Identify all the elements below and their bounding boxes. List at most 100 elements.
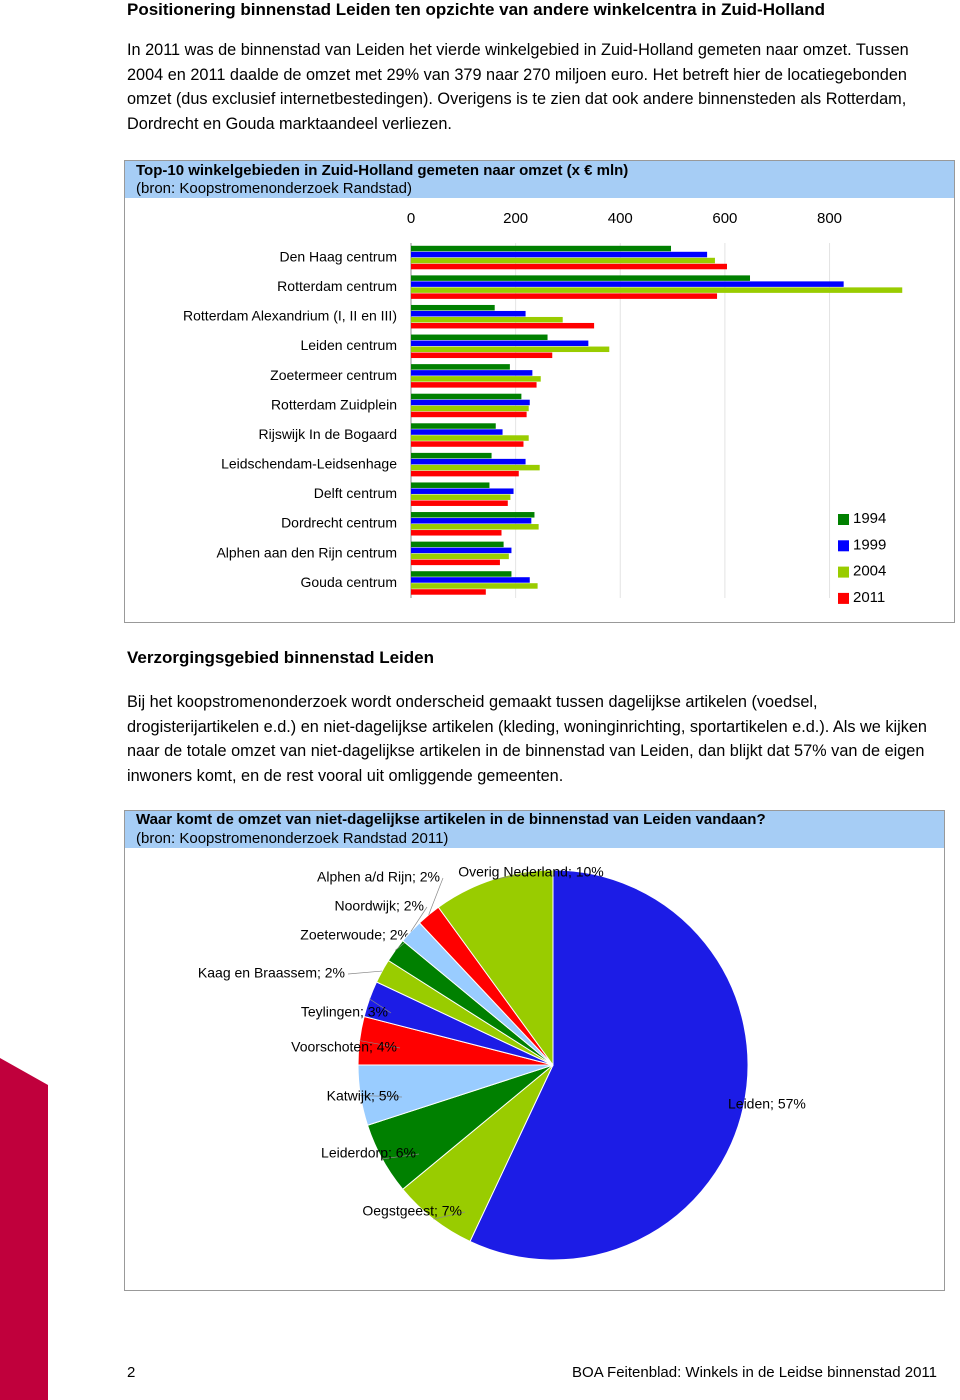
- bar: [411, 571, 512, 577]
- category-label: Rotterdam Zuidplein: [271, 396, 397, 412]
- x-tick-label: 0: [407, 210, 415, 227]
- bar: [411, 405, 529, 412]
- paragraph: Bij het koopstromenonderzoek wordt onder…: [127, 693, 927, 785]
- bar: [411, 316, 563, 323]
- x-tick-label: 400: [608, 210, 633, 227]
- bar: [411, 322, 595, 329]
- bar: [411, 458, 526, 465]
- bar: [411, 512, 535, 518]
- bar: [411, 435, 529, 441]
- bar: [411, 287, 903, 293]
- section-heading: Verzorgingsgebied binnenstad Leiden: [127, 648, 434, 667]
- page-title: Positionering binnenstad Leiden ten opzi…: [127, 0, 826, 19]
- bar: [411, 263, 727, 270]
- bar: [411, 547, 512, 554]
- x-tick-label: 800: [817, 210, 842, 227]
- leader-line: [359, 1040, 401, 1049]
- slice-label: Zoeterwoude; 2%: [300, 927, 410, 943]
- bar: [411, 304, 495, 311]
- bar: [411, 281, 844, 287]
- bar: [411, 441, 524, 447]
- bar: [411, 524, 539, 530]
- legend-swatch: [838, 514, 849, 525]
- bar: [411, 482, 490, 488]
- slice-label: Teylingen; 3%: [301, 1004, 388, 1020]
- x-tick-label: 600: [712, 210, 737, 227]
- leader-line: [433, 1211, 466, 1220]
- slice-label: Noordwijk; 2%: [335, 898, 424, 914]
- bar: [411, 583, 538, 589]
- bar: [411, 488, 514, 494]
- bar: [411, 411, 527, 418]
- category-label: Gouda centrum: [301, 574, 398, 590]
- bar: [411, 518, 532, 524]
- slice-label: Leiden; 57%: [728, 1096, 806, 1112]
- leader-line: [369, 998, 392, 1014]
- bar: [411, 334, 548, 341]
- paragraph: In 2011 was de binnenstad van Leiden het…: [127, 41, 909, 133]
- bar: [411, 251, 708, 258]
- chart-header: [125, 811, 944, 848]
- bar: [411, 589, 486, 595]
- bar: [411, 399, 530, 406]
- slice-label: Alphen a/d Rijn; 2%: [317, 869, 440, 885]
- legend-label: 2011: [853, 589, 885, 606]
- legend-swatch: [838, 540, 849, 552]
- bar: [411, 370, 533, 376]
- bar: [411, 364, 510, 370]
- bar: [411, 352, 553, 359]
- bar: [411, 553, 509, 560]
- bar: [411, 257, 715, 264]
- category-label: Zoetermeer centrum: [270, 367, 397, 383]
- slice-label: Katwijk; 5%: [327, 1088, 399, 1104]
- chart-frame: [124, 160, 955, 623]
- legend-swatch: [838, 566, 849, 578]
- chart-subtitle: (bron: Koopstromenonderzoek Randstad): [136, 180, 412, 197]
- category-label: Dordrecht centrum: [281, 515, 397, 531]
- footer-text: BOA Feitenblad: Winkels in de Leidse bin…: [572, 1364, 937, 1381]
- slice-label: Overig Nederland; 10%: [458, 864, 604, 880]
- chart-header: [125, 161, 954, 198]
- bar: [411, 376, 541, 382]
- category-label: Rotterdam centrum: [277, 278, 397, 294]
- category-label: Leidschendam-Leidsenhage: [221, 456, 397, 472]
- leader-line: [428, 877, 444, 915]
- bar: [411, 500, 508, 506]
- bar: [411, 470, 519, 477]
- legend-label: 1994: [853, 510, 886, 527]
- x-tick-label: 200: [503, 210, 528, 227]
- bar: [411, 293, 718, 299]
- chart-frame: [124, 810, 945, 1291]
- bar: [411, 429, 503, 435]
- slice-label: Leiderdorp; 6%: [321, 1145, 416, 1161]
- bar: [411, 559, 500, 566]
- bar: [411, 530, 502, 536]
- leader-line: [347, 970, 383, 975]
- bar: [411, 452, 492, 459]
- category-label: Alphen aan den Rijn centrum: [216, 544, 397, 560]
- bar: [411, 275, 751, 281]
- bar: [411, 245, 672, 252]
- slice-label: Kaag en Braassem; 2%: [198, 965, 345, 981]
- leader-line: [360, 1095, 403, 1098]
- bar: [411, 393, 522, 400]
- legend-swatch: [838, 592, 849, 604]
- category-label: Leiden centrum: [300, 337, 397, 353]
- chart-title: Waar komt de omzet van niet-dagelijkse a…: [136, 811, 766, 828]
- page-number: 2: [127, 1364, 135, 1381]
- bar: [411, 382, 537, 388]
- category-label: Rijswijk In de Bogaard: [258, 426, 397, 442]
- bar: [411, 340, 589, 347]
- category-label: Rotterdam Alexandrium (I, II en III): [183, 308, 397, 324]
- bar: [411, 346, 610, 353]
- leader-line: [382, 1153, 420, 1160]
- leader-line: [410, 906, 428, 932]
- bar: [411, 541, 504, 548]
- category-label: Den Haag centrum: [279, 248, 397, 264]
- slice-label: Voorschoten; 4%: [291, 1039, 397, 1055]
- chart-subtitle: (bron: Koopstromenonderzoek Randstad 201…: [136, 830, 448, 847]
- leader-line: [492, 872, 532, 880]
